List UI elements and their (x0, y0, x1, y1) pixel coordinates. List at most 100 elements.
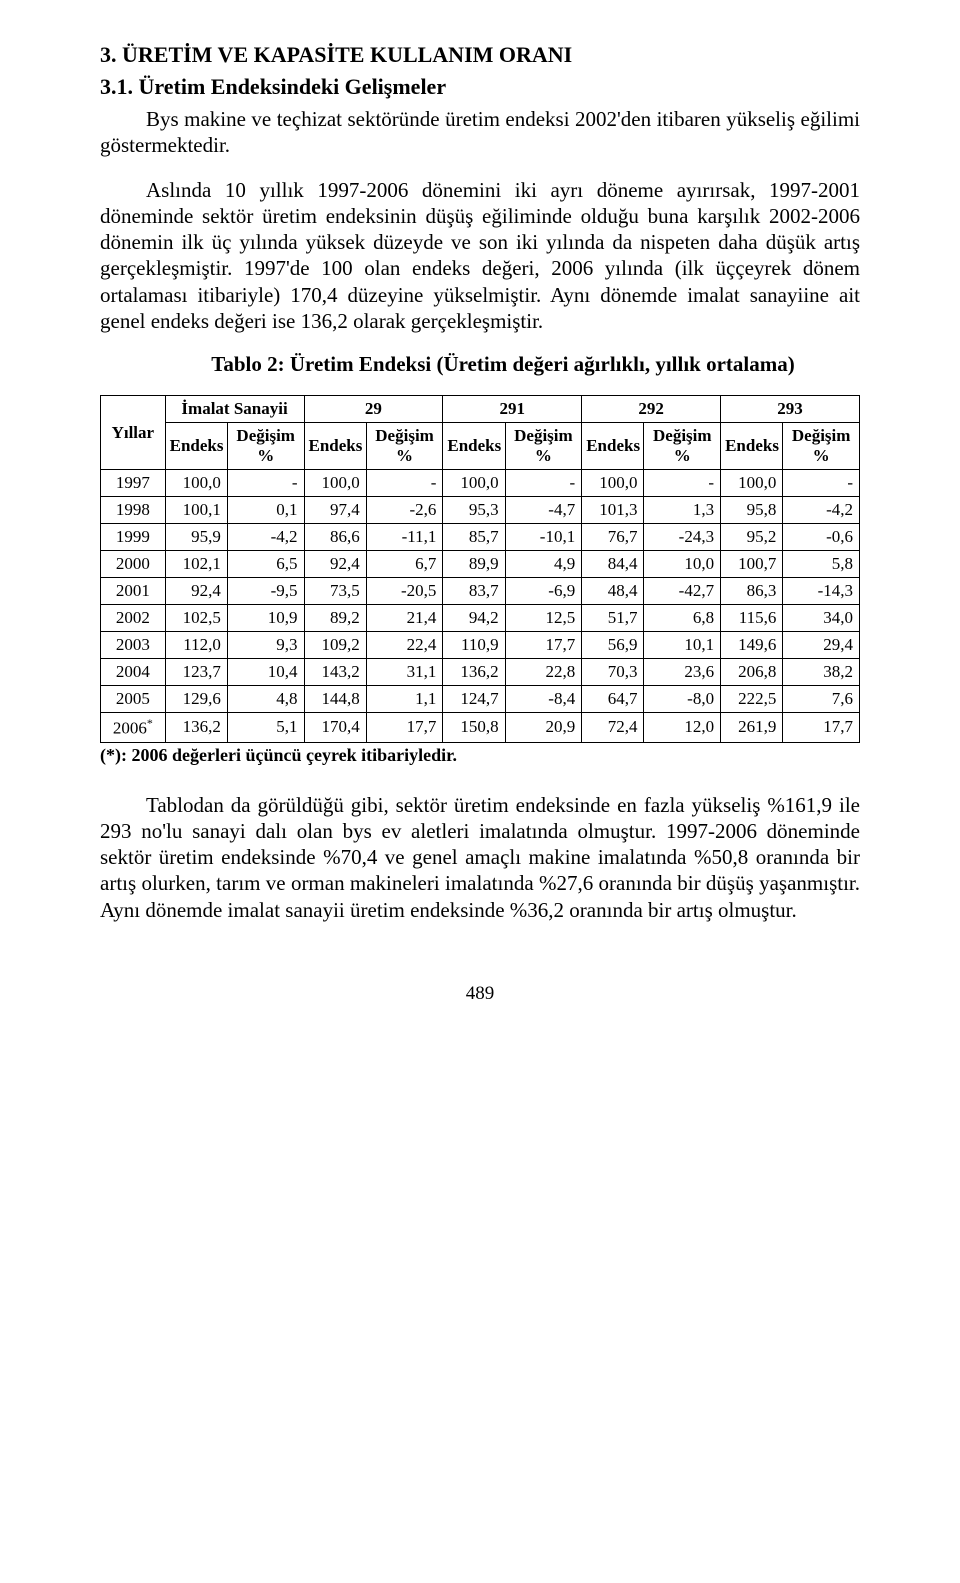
cell-value: 95,9 (165, 524, 227, 551)
cell-value: 100,0 (165, 470, 227, 497)
table-row: 2006*136,25,1170,417,7150,820,972,412,02… (101, 713, 860, 743)
cell-value: 4,8 (227, 686, 304, 713)
subheader-degisim: Değişim % (783, 423, 860, 470)
cell-value: - (505, 470, 582, 497)
table-row: 1997100,0-100,0-100,0-100,0-100,0- (101, 470, 860, 497)
cell-value: 110,9 (443, 632, 505, 659)
paragraph-analysis: Tablodan da görüldüğü gibi, sektör üreti… (100, 792, 860, 923)
cell-value: 64,7 (582, 686, 644, 713)
cell-value: 7,6 (783, 686, 860, 713)
cell-value: 144,8 (304, 686, 366, 713)
page-number: 489 (100, 983, 860, 1005)
cell-value: -8,4 (505, 686, 582, 713)
cell-value: 70,3 (582, 659, 644, 686)
cell-value: 94,2 (443, 605, 505, 632)
cell-value: -0,6 (783, 524, 860, 551)
cell-value: 150,8 (443, 713, 505, 743)
cell-value: 100,7 (721, 551, 783, 578)
cell-value: 23,6 (644, 659, 721, 686)
cell-value: 6,7 (366, 551, 443, 578)
cell-value: 92,4 (304, 551, 366, 578)
subheader-endeks: Endeks (721, 423, 783, 470)
paragraph-intro-2: Aslında 10 yıllık 1997-2006 dönemini iki… (100, 177, 860, 335)
cell-value: - (366, 470, 443, 497)
cell-value: 29,4 (783, 632, 860, 659)
cell-value: 1,1 (366, 686, 443, 713)
cell-value: 31,1 (366, 659, 443, 686)
cell-value: -4,2 (783, 497, 860, 524)
table-row: 200192,4-9,573,5-20,583,7-6,948,4-42,786… (101, 578, 860, 605)
table-row: 2000102,16,592,46,789,94,984,410,0100,75… (101, 551, 860, 578)
cell-value: 102,5 (165, 605, 227, 632)
table-caption: Tablo 2: Üretim Endeksi (Üretim değeri a… (146, 352, 860, 377)
cell-value: 115,6 (721, 605, 783, 632)
cell-value: - (783, 470, 860, 497)
table-row: 2005129,64,8144,81,1124,7-8,464,7-8,0222… (101, 686, 860, 713)
cell-value: 10,0 (644, 551, 721, 578)
cell-value: - (644, 470, 721, 497)
cell-value: 222,5 (721, 686, 783, 713)
cell-year: 2005 (101, 686, 166, 713)
cell-value: - (227, 470, 304, 497)
cell-value: 129,6 (165, 686, 227, 713)
heading-section-3-1: 3.1. Üretim Endeksindeki Gelişmeler (100, 74, 860, 100)
cell-value: -9,5 (227, 578, 304, 605)
cell-year: 1997 (101, 470, 166, 497)
cell-value: 51,7 (582, 605, 644, 632)
cell-value: 123,7 (165, 659, 227, 686)
cell-value: -4,2 (227, 524, 304, 551)
header-group-29: 29 (304, 396, 443, 423)
cell-value: -11,1 (366, 524, 443, 551)
cell-value: 17,7 (783, 713, 860, 743)
cell-year: 2003 (101, 632, 166, 659)
cell-value: 21,4 (366, 605, 443, 632)
cell-value: -42,7 (644, 578, 721, 605)
cell-value: 72,4 (582, 713, 644, 743)
cell-year: 1998 (101, 497, 166, 524)
cell-value: 73,5 (304, 578, 366, 605)
page: 3. ÜRETİM VE KAPASİTE KULLANIM ORANI 3.1… (0, 0, 960, 1065)
subheader-endeks: Endeks (165, 423, 227, 470)
cell-value: -6,9 (505, 578, 582, 605)
header-group-293: 293 (721, 396, 860, 423)
cell-value: 6,8 (644, 605, 721, 632)
subheader-degisim: Değişim % (644, 423, 721, 470)
header-group-291: 291 (443, 396, 582, 423)
production-index-table: Yıllar İmalat Sanayii 29 291 292 293 End… (100, 395, 860, 743)
cell-value: 0,1 (227, 497, 304, 524)
table-header: Yıllar İmalat Sanayii 29 291 292 293 End… (101, 396, 860, 470)
cell-value: 12,0 (644, 713, 721, 743)
cell-value: 86,3 (721, 578, 783, 605)
cell-value: 100,0 (443, 470, 505, 497)
cell-value: -8,0 (644, 686, 721, 713)
cell-value: 48,4 (582, 578, 644, 605)
heading-section-3: 3. ÜRETİM VE KAPASİTE KULLANIM ORANI (100, 42, 860, 68)
cell-value: 22,4 (366, 632, 443, 659)
cell-value: 6,5 (227, 551, 304, 578)
table-footnote: (*): 2006 değerleri üçüncü çeyrek itibar… (100, 745, 860, 766)
cell-value: 170,4 (304, 713, 366, 743)
cell-value: 4,9 (505, 551, 582, 578)
cell-value: 34,0 (783, 605, 860, 632)
cell-value: 10,4 (227, 659, 304, 686)
cell-year: 2004 (101, 659, 166, 686)
cell-value: 9,3 (227, 632, 304, 659)
cell-value: 5,1 (227, 713, 304, 743)
cell-value: -2,6 (366, 497, 443, 524)
cell-value: 83,7 (443, 578, 505, 605)
table-row: 2003112,09,3109,222,4110,917,756,910,114… (101, 632, 860, 659)
table-row: 2002102,510,989,221,494,212,551,76,8115,… (101, 605, 860, 632)
cell-value: 100,1 (165, 497, 227, 524)
cell-value: -20,5 (366, 578, 443, 605)
cell-value: 38,2 (783, 659, 860, 686)
cell-value: 89,9 (443, 551, 505, 578)
cell-value: 10,1 (644, 632, 721, 659)
subheader-degisim: Değişim % (366, 423, 443, 470)
cell-value: 124,7 (443, 686, 505, 713)
cell-year: 2006* (101, 713, 166, 743)
table-row: 1998100,10,197,4-2,695,3-4,7101,31,395,8… (101, 497, 860, 524)
cell-value: 17,7 (366, 713, 443, 743)
cell-value: 136,2 (443, 659, 505, 686)
cell-value: 95,3 (443, 497, 505, 524)
table-body: 1997100,0-100,0-100,0-100,0-100,0-199810… (101, 470, 860, 743)
